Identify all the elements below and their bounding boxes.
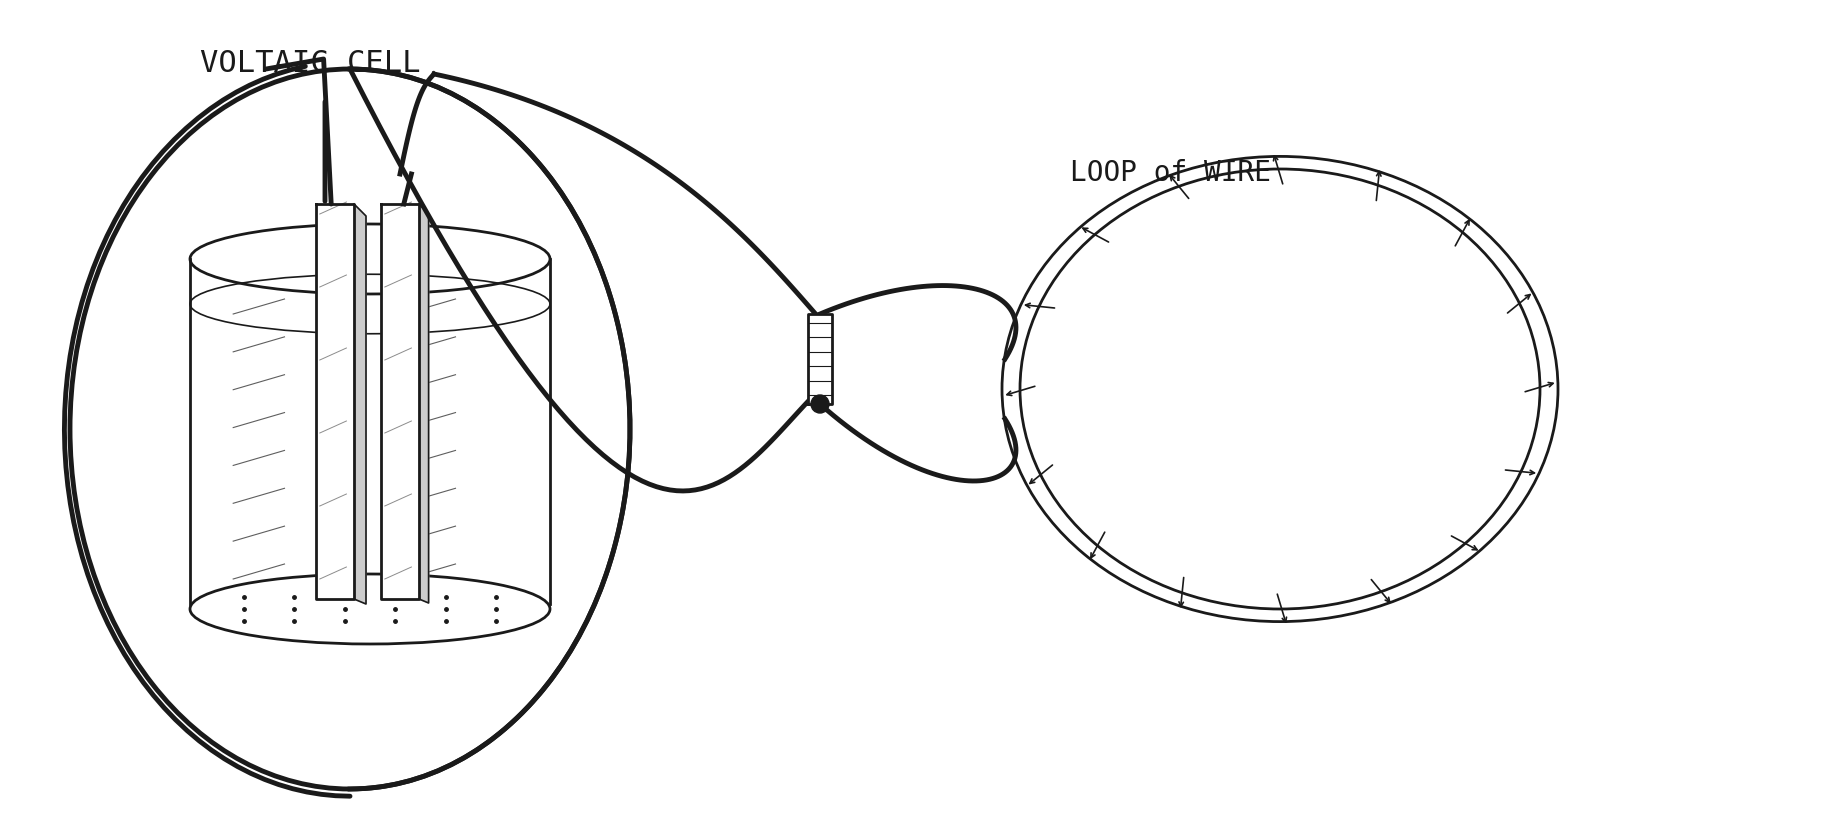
Polygon shape (316, 204, 354, 599)
Polygon shape (418, 204, 429, 603)
Ellipse shape (190, 224, 550, 294)
Text: LOOP of WIRE: LOOP of WIRE (1070, 159, 1271, 187)
Circle shape (811, 395, 829, 413)
Ellipse shape (190, 574, 550, 644)
Polygon shape (382, 204, 418, 599)
Polygon shape (807, 314, 833, 404)
Text: VOLTAIC CELL: VOLTAIC CELL (201, 49, 420, 78)
Polygon shape (354, 204, 365, 604)
